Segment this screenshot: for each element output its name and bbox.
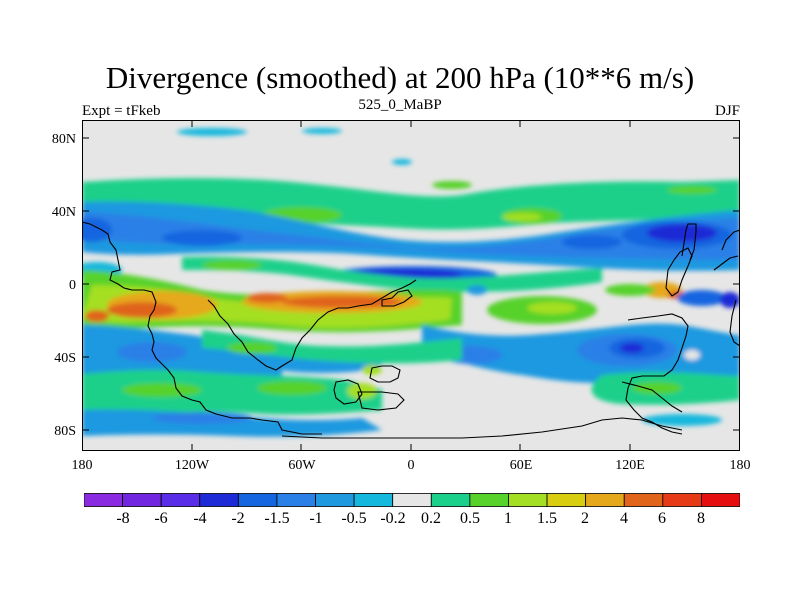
colorbar-swatch	[701, 493, 740, 507]
colorbar-swatch	[585, 493, 625, 507]
colorbar-swatch	[508, 493, 548, 507]
colorbar-swatch	[430, 493, 471, 507]
colorbar-swatch	[237, 493, 278, 507]
lat-label-80s: 80S	[54, 424, 76, 439]
colorbar-swatch	[353, 493, 394, 507]
coastlines	[82, 221, 740, 439]
colorbar-label: -8	[116, 510, 130, 527]
colorbar-label: 1.5	[537, 510, 557, 527]
season-label: DJF	[714, 103, 740, 119]
colorbar-swatch	[276, 493, 316, 507]
lat-label-40s: 40S	[54, 351, 76, 366]
colorbar-swatch	[160, 493, 201, 507]
colorbar-label: 6	[658, 510, 666, 527]
lon-label-180w: 180	[71, 458, 93, 473]
colorbar-label: -1.5	[264, 510, 290, 527]
colorbar-swatch	[662, 493, 702, 507]
colorbar-label: 0.5	[460, 510, 480, 527]
lon-label-60e: 60E	[509, 458, 533, 473]
lon-label-180e: 180	[729, 458, 751, 473]
colorbar-swatch	[469, 493, 509, 507]
colorbar-label: -4	[193, 510, 207, 527]
map-title: Divergence (smoothed) at 200 hPa (10**6 …	[105, 60, 695, 95]
lon-label-0: 0	[407, 458, 415, 473]
colorbar-swatch	[546, 493, 587, 507]
lon-label-120e: 120E	[615, 458, 645, 473]
axis-ticks	[82, 120, 740, 451]
colorbar-label: -1	[309, 510, 323, 527]
lat-label-80n: 80N	[51, 132, 76, 147]
divergence-map	[82, 120, 740, 451]
colorbar-label: -0.5	[341, 510, 367, 527]
lon-label-120w: 120W	[174, 458, 210, 473]
run-label: 525_0_MaBP	[358, 97, 442, 113]
colorbar-label: -2	[231, 510, 245, 527]
contour-fill	[82, 128, 740, 437]
colorbar-swatch	[84, 493, 123, 507]
experiment-label: Expt = tFkeb	[82, 103, 161, 119]
lon-label-60w: 60W	[288, 458, 316, 473]
colorbar-label: 8	[697, 510, 705, 527]
lat-label-eq: 0	[69, 278, 76, 293]
colorbar-swatch	[122, 493, 162, 507]
colorbar-swatch	[623, 493, 664, 507]
colorbar-label: -6	[154, 510, 168, 527]
colorbar-label: -0.2	[380, 510, 406, 527]
colorbar-swatch	[199, 493, 239, 507]
colorbar-swatch	[392, 493, 432, 507]
colorbar	[84, 493, 740, 507]
colorbar-label: 1	[504, 510, 512, 527]
lat-label-40n: 40N	[51, 205, 76, 220]
colorbar-swatch	[315, 493, 355, 507]
colorbar-label: 2	[581, 510, 589, 527]
colorbar-label: 4	[620, 510, 628, 527]
colorbar-label: 0.2	[421, 510, 441, 527]
